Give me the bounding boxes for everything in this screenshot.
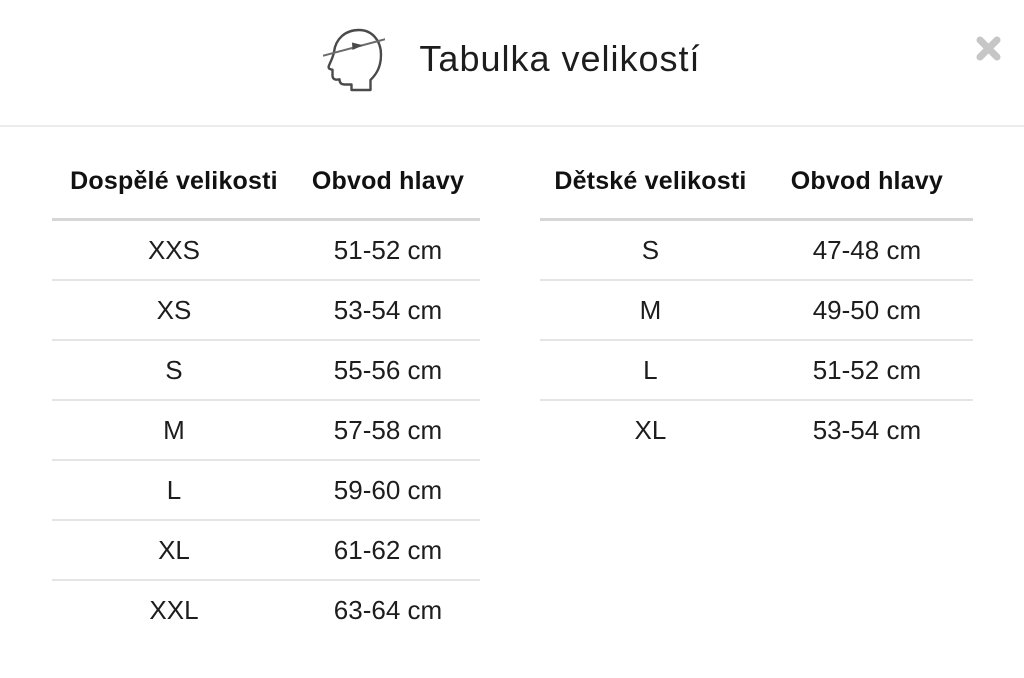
size-cell: XS bbox=[52, 280, 296, 341]
circumference-cell: 59-60 cm bbox=[295, 460, 480, 521]
table-row: S 47-48 cm bbox=[540, 219, 973, 281]
table-row: XL 61-62 cm bbox=[52, 520, 480, 581]
children-size-header: Dětské velikosti bbox=[540, 150, 761, 221]
children-circumference-header: Obvod hlavy bbox=[760, 150, 973, 221]
size-cell: XL bbox=[634, 414, 667, 445]
table-row: M 57-58 cm bbox=[52, 400, 480, 461]
table-row: XXL 63-64 cm bbox=[52, 580, 480, 639]
modal-title: Tabulka velikostí bbox=[419, 37, 701, 79]
modal-header: Tabulka velikostí bbox=[0, 0, 1024, 127]
head-circumference-icon bbox=[323, 26, 386, 92]
circumference-cell: 53-54 cm bbox=[295, 280, 480, 341]
adult-sizes-table: Dospělé velikosti Obvod hlavy XXS 51-52 … bbox=[52, 150, 480, 639]
size-cell: XXL bbox=[149, 594, 199, 625]
circumference-cell: 57-58 cm bbox=[295, 400, 480, 461]
adult-circumference-header: Obvod hlavy bbox=[295, 150, 480, 221]
size-cell: S bbox=[540, 219, 761, 281]
size-cell: S bbox=[52, 340, 296, 401]
children-sizes-table: Dětské velikosti Obvod hlavy S 47-48 cm … bbox=[540, 150, 973, 459]
size-cell: L bbox=[540, 340, 761, 401]
size-cell: XL bbox=[52, 520, 296, 581]
size-cell: M bbox=[540, 280, 761, 341]
table-header-row: Dospělé velikosti Obvod hlavy bbox=[52, 150, 480, 221]
circumference-cell: 53-54 cm bbox=[812, 414, 922, 445]
circumference-cell: 51-52 cm bbox=[295, 219, 480, 281]
circumference-cell: 63-64 cm bbox=[333, 594, 443, 625]
circumference-cell: 49-50 cm bbox=[760, 280, 973, 341]
table-row: XXS 51-52 cm bbox=[52, 219, 480, 281]
table-header-row: Dětské velikosti Obvod hlavy bbox=[540, 150, 973, 221]
table-row: L 59-60 cm bbox=[52, 460, 480, 521]
modal-title-group: Tabulka velikostí bbox=[323, 26, 700, 100]
circumference-cell: 47-48 cm bbox=[760, 219, 973, 281]
table-row: XS 53-54 cm bbox=[52, 280, 480, 341]
size-cell: M bbox=[52, 400, 296, 461]
table-row: L 51-52 cm bbox=[540, 340, 973, 401]
size-cell: L bbox=[52, 460, 296, 521]
table-row: M 49-50 cm bbox=[540, 280, 973, 341]
circumference-cell: 51-52 cm bbox=[760, 340, 973, 401]
size-cell: XXS bbox=[52, 219, 296, 281]
circumference-cell: 61-62 cm bbox=[295, 520, 480, 581]
table-row: S 55-56 cm bbox=[52, 340, 480, 401]
table-row: XL 53-54 cm bbox=[540, 400, 973, 459]
adult-size-header: Dospělé velikosti bbox=[52, 150, 296, 221]
close-icon[interactable] bbox=[971, 31, 1005, 65]
circumference-cell: 55-56 cm bbox=[295, 340, 480, 401]
